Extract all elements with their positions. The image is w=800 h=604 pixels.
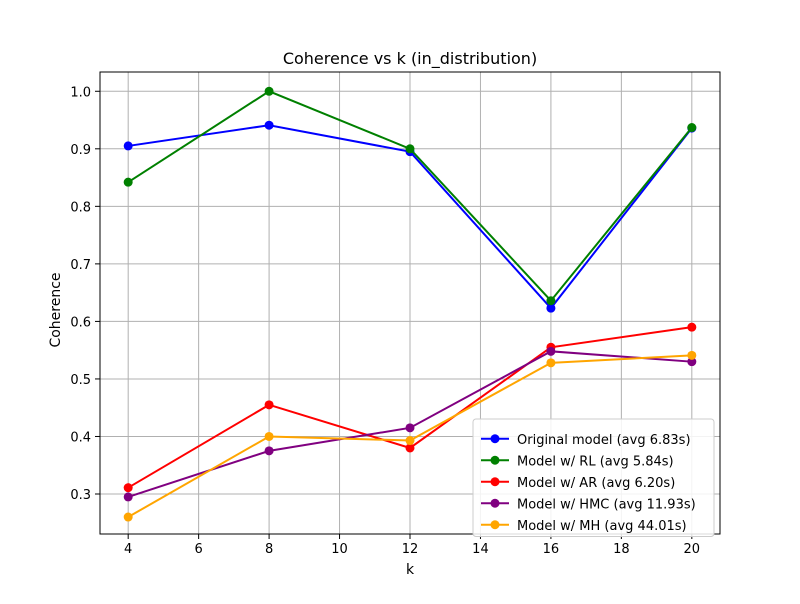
x-tick-label: 16 (543, 542, 560, 557)
data-point (264, 86, 274, 96)
series-4 (123, 350, 697, 522)
x-tick-label: 18 (613, 542, 630, 557)
data-point (405, 144, 415, 154)
series-1 (123, 86, 697, 306)
legend-swatch-marker (490, 455, 500, 465)
legend-entry: Original model (avg 6.83s) (481, 433, 691, 448)
legend-label: Model w/ HMC (avg 11.93s) (517, 497, 696, 512)
data-point (546, 358, 556, 368)
x-tick-label: 8 (265, 542, 273, 557)
legend-entry: Model w/ AR (avg 6.20s) (481, 476, 675, 491)
x-tick-label: 10 (331, 542, 348, 557)
data-point (546, 303, 556, 313)
data-point (123, 141, 133, 151)
legend: Original model (avg 6.83s) Model w/ RL (a… (472, 418, 715, 537)
data-point (123, 492, 133, 502)
data-point (264, 431, 274, 441)
data-point (123, 483, 133, 493)
series-lines (123, 86, 697, 522)
data-point (687, 357, 697, 367)
x-axis-ticks: 4 6 8 10 12 14 16 18 20 (124, 534, 700, 557)
legend-entry: Model w/ HMC (avg 11.93s) (481, 497, 696, 512)
x-tick-label: 20 (684, 542, 701, 557)
data-point (687, 123, 697, 133)
data-point (546, 296, 556, 306)
legend-swatch-marker (490, 434, 500, 444)
y-tick-label: 0.4 (70, 430, 91, 445)
legend-label: Model w/ MH (avg 44.01s) (517, 519, 687, 534)
legend-entry: Model w/ MH (avg 44.01s) (481, 519, 687, 534)
data-point (123, 177, 133, 187)
legend-swatch-marker (490, 477, 500, 487)
data-point (687, 322, 697, 332)
x-tick-label: 6 (194, 542, 202, 557)
x-tick-label: 12 (402, 542, 419, 557)
legend-box (472, 418, 715, 537)
legend-label: Original model (avg 6.83s) (517, 433, 691, 448)
legend-label: Model w/ RL (avg 5.84s) (517, 454, 674, 469)
legend-swatch-marker (490, 520, 500, 530)
data-point (264, 400, 274, 410)
x-tick-label: 4 (124, 542, 132, 557)
x-axis-label: k (406, 562, 415, 578)
legend-swatch-marker (490, 498, 500, 508)
data-point (546, 346, 556, 356)
chart-title: Coherence vs k (in_distribution) (283, 49, 537, 69)
series-3 (123, 346, 697, 502)
data-point (264, 446, 274, 456)
y-tick-label: 0.8 (70, 200, 91, 215)
data-point (123, 512, 133, 522)
legend-label: Model w/ AR (avg 6.20s) (517, 476, 675, 491)
y-tick-label: 0.6 (70, 315, 91, 330)
data-point (405, 436, 415, 446)
y-tick-label: 0.7 (70, 258, 91, 273)
legend-entry: Model w/ RL (avg 5.84s) (481, 454, 674, 469)
data-point (687, 350, 697, 360)
y-tick-label: 0.3 (70, 488, 91, 503)
y-tick-label: 0.5 (70, 373, 91, 388)
data-point (405, 443, 415, 453)
y-tick-label: 1.0 (70, 85, 91, 100)
data-point (264, 120, 274, 130)
x-tick-label: 14 (472, 542, 489, 557)
y-tick-label: 0.9 (70, 143, 91, 158)
y-axis-ticks: 0.3 0.4 0.5 0.6 0.7 0.8 0.9 1.0 (70, 85, 100, 503)
data-point (405, 423, 415, 433)
y-axis-label: Coherence (48, 272, 64, 347)
